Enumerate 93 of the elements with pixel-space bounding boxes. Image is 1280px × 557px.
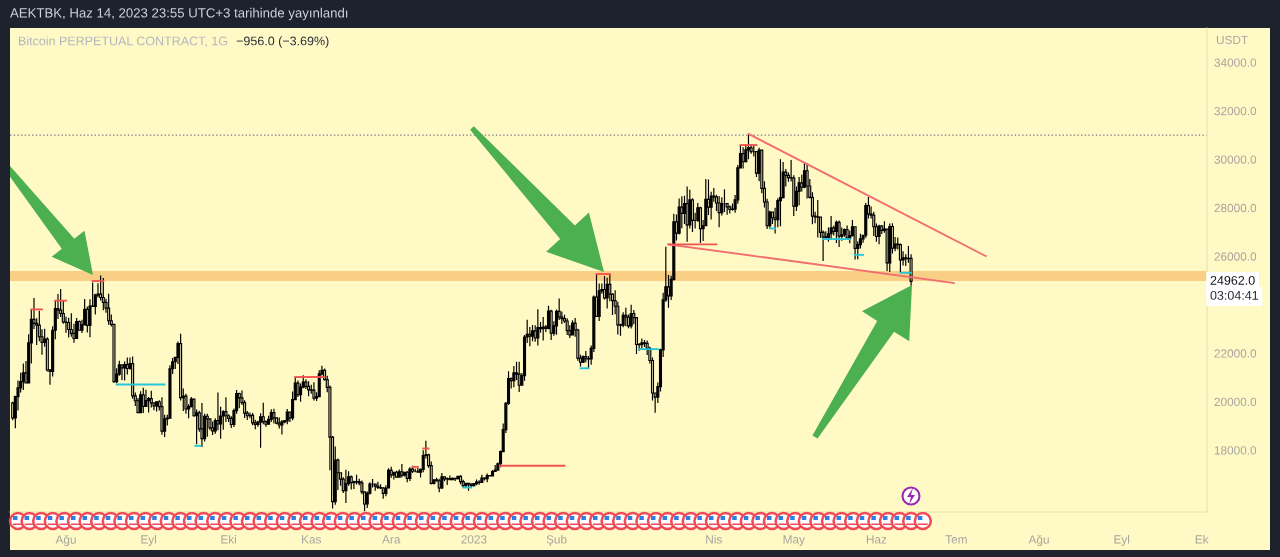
candlestick <box>541 316 545 341</box>
candlestick <box>746 134 751 160</box>
x-tick-label: Nis <box>706 534 722 544</box>
candlestick <box>741 146 745 170</box>
candlestick <box>722 188 727 213</box>
text: 24962.0 <box>1210 275 1255 285</box>
candlestick <box>251 412 255 426</box>
x-tick-label: Ara <box>382 535 401 544</box>
x-tick-label: Şub <box>546 534 567 546</box>
candlestick <box>488 474 492 478</box>
candlestick <box>392 471 396 481</box>
x-tick-label: Haz <box>866 535 887 544</box>
candlestick <box>373 483 377 492</box>
y-tick-label: 20000.0 <box>1214 397 1257 407</box>
candlestick <box>416 467 420 474</box>
x-tick-label: Ağu <box>1028 534 1049 547</box>
candlestick <box>349 474 353 491</box>
candlestick <box>472 482 476 488</box>
candlestick <box>440 472 444 490</box>
candlestick <box>829 215 833 240</box>
x-tick-label: Eyl <box>141 534 157 546</box>
candlestick <box>624 307 628 327</box>
candlestick <box>125 357 129 376</box>
y-tick-label: 34000.0 <box>1214 58 1257 67</box>
candlestick <box>21 362 25 391</box>
candlestick <box>685 185 689 243</box>
x-tick-label: Kas <box>302 535 321 544</box>
candlestick <box>141 387 145 414</box>
candlestick <box>211 421 215 436</box>
x-tick-label: Eki <box>221 534 237 544</box>
y-tick-label: 22000.0 <box>1214 349 1257 358</box>
y-tick-label: 26000.0 <box>1214 252 1257 261</box>
candlestick <box>312 381 316 402</box>
candlestick <box>448 474 452 481</box>
candlestick <box>456 475 460 481</box>
candlestick <box>400 463 404 479</box>
x-tick-label: Ek <box>1195 534 1209 544</box>
candlestick <box>717 195 721 228</box>
candlestick <box>67 317 71 339</box>
candlestick <box>480 474 484 484</box>
x-tick-label: May <box>783 535 805 546</box>
candlestick <box>458 474 463 485</box>
candlestick <box>845 224 849 241</box>
candlestick <box>877 224 881 245</box>
text: Bitcoin PERPETUAL CONTRACT, 1G <box>19 36 228 47</box>
candlestick <box>605 277 609 309</box>
candlestick <box>778 158 782 227</box>
candlestick <box>549 309 553 341</box>
candlestick <box>565 317 569 336</box>
candlestick <box>149 390 153 409</box>
y-tick-label: 30000.0 <box>1214 155 1257 164</box>
candlestick <box>477 479 481 486</box>
candlestick <box>584 350 588 363</box>
candlestick <box>512 365 516 388</box>
candlestick <box>581 354 585 364</box>
candlestick <box>205 413 209 438</box>
y-tick-label: 28000.0 <box>1214 203 1257 213</box>
candlestick <box>536 308 540 347</box>
candlestick <box>120 364 124 381</box>
candlestick <box>123 360 127 381</box>
candlestick <box>640 337 644 349</box>
candlestick <box>296 379 300 398</box>
candlestick <box>482 476 487 482</box>
candlestick <box>728 204 732 214</box>
candlestick <box>376 481 380 490</box>
candlestick <box>408 466 412 482</box>
candlestick <box>474 478 479 486</box>
candlestick <box>485 472 489 483</box>
x-tick-label: 2023 <box>461 535 487 544</box>
candlestick <box>490 469 495 478</box>
candlestick <box>160 396 164 436</box>
text: AEKTBK, Haz 14, 2023 23:55 UTC+3 tarihinde yayınlandı <box>10 7 348 21</box>
candlestick <box>101 277 105 311</box>
x-tick-label: Tem <box>945 535 967 544</box>
candlestick <box>445 476 449 486</box>
text: 03:04:41 <box>1210 290 1259 300</box>
candlestick <box>344 469 348 504</box>
candlestick <box>272 408 276 425</box>
y-tick-label: 18000.0 <box>1214 446 1257 455</box>
text: −956.0 (−3.69%) <box>236 36 329 48</box>
candlestick <box>629 304 633 330</box>
candlestick <box>493 464 497 473</box>
candlestick <box>837 219 841 248</box>
y-axis-title: USDT <box>1216 35 1248 45</box>
candlestick <box>754 150 759 178</box>
candlestick <box>280 419 284 436</box>
candlestick <box>200 402 204 448</box>
y-tick-label: 32000.0 <box>1214 106 1257 116</box>
x-tick-label: Eyl <box>1114 534 1130 546</box>
x-tick-label: Ağu <box>55 534 76 547</box>
candlestick <box>139 390 143 414</box>
candlestick <box>517 361 521 393</box>
candlestick <box>805 162 809 200</box>
